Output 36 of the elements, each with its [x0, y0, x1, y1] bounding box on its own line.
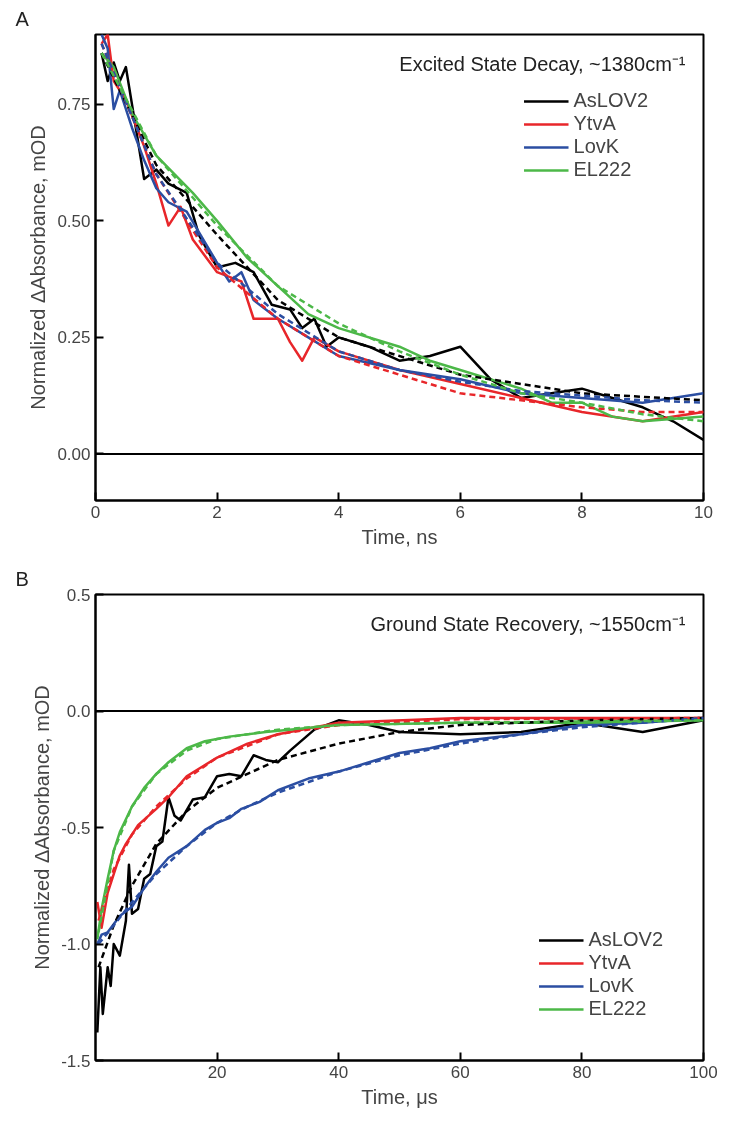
x-tick-label: 20	[207, 1062, 227, 1082]
x-tick-label: 6	[455, 502, 466, 522]
x-tick-label: 100	[689, 1062, 718, 1082]
x-tick-label: 80	[572, 1062, 592, 1082]
x-tick-label: 40	[329, 1062, 349, 1082]
legend-label: AsLOV2	[573, 89, 648, 112]
y-tick-label: 0.75	[57, 95, 91, 115]
y-tick-label: 0.50	[57, 211, 91, 231]
legend-label: LovK	[573, 135, 620, 158]
x-tick-label: 10	[694, 502, 713, 522]
y-axis-title: Normalized ΔAbsorbance, mOD	[27, 125, 50, 410]
x-axis-title: Time, ns	[361, 525, 438, 548]
x-axis-title: Time, μs	[361, 1085, 438, 1108]
y-tick-label: 0.00	[57, 444, 91, 464]
y-tick-label: 0.0	[66, 702, 91, 721]
x-tick-label: 4	[333, 502, 344, 522]
y-axis-title: Normalized ΔAbsorbance, mOD	[31, 685, 54, 970]
x-tick-label: 60	[450, 1062, 470, 1082]
legend-label: LovK	[588, 974, 635, 997]
y-tick-label: 0.25	[57, 328, 91, 348]
text: Ground State Recovery, ~1550cm⁻¹	[370, 612, 686, 635]
y-tick-label: -1.0	[61, 935, 91, 954]
x-tick-label: 8	[577, 502, 587, 522]
text: B	[15, 567, 29, 590]
legend-label: YtvA	[573, 112, 616, 135]
x-tick-label: 2	[212, 502, 222, 522]
legend-label: EL222	[573, 158, 632, 181]
legend-label: EL222	[588, 997, 647, 1020]
legend-label: AsLOV2	[588, 928, 663, 951]
y-tick-label: -0.5	[61, 818, 91, 838]
text: Excited State Decay, ~1380cm⁻¹	[399, 52, 686, 75]
y-tick-label: -1.5	[61, 1051, 91, 1071]
legend-label: YtvA	[588, 951, 631, 974]
y-tick-label: 0.5	[66, 585, 91, 605]
text: A	[15, 7, 30, 30]
x-tick-label: 0	[90, 502, 101, 522]
